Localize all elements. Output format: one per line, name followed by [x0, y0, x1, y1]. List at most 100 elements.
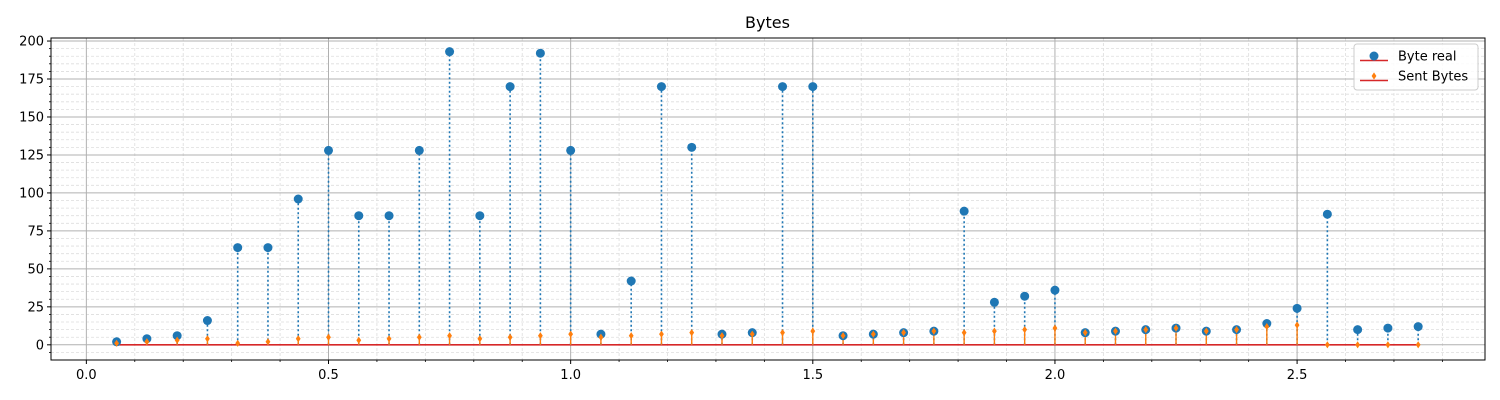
sent-bytes-point	[568, 330, 574, 338]
stems-layer	[115, 51, 1419, 345]
byte-real-point	[475, 211, 485, 221]
sent-bytes-point	[235, 339, 241, 347]
byte-real-point	[414, 145, 424, 155]
sent-bytes-point	[144, 338, 150, 346]
legend: Byte real Sent Bytes	[1353, 43, 1479, 91]
sent-bytes-point	[1355, 341, 1361, 349]
byte-real-point	[263, 243, 273, 253]
sent-bytes-point	[689, 329, 695, 337]
sent-bytes-point	[507, 333, 513, 341]
byte-real-point	[566, 145, 576, 155]
byte-real-point	[172, 331, 182, 341]
sent-bytes-point	[386, 335, 392, 343]
byte-real-point	[1353, 325, 1363, 335]
sent-bytes-point	[719, 332, 725, 340]
byte-real-point	[202, 316, 212, 326]
plot-frame	[50, 37, 1486, 361]
sent-bytes-point	[265, 338, 271, 346]
byte-real-point	[445, 47, 455, 57]
sent-bytes-point	[749, 330, 755, 338]
minor-grid	[51, 38, 1485, 360]
byte-real-point	[505, 82, 515, 92]
byte-real-point	[233, 243, 243, 253]
sent-bytes-point	[901, 329, 907, 337]
y-tick-label: 50	[27, 262, 44, 277]
y-tick-label: 150	[19, 110, 44, 125]
markers-layer	[112, 47, 1423, 349]
sent-bytes-point	[810, 327, 816, 335]
sent-bytes-point	[1173, 324, 1179, 332]
byte-real-point	[1020, 291, 1030, 301]
sent-bytes-point	[1264, 322, 1270, 331]
byte-real-point	[1413, 322, 1423, 332]
sent-bytes-point	[840, 332, 846, 340]
y-tick-label: 0	[36, 338, 44, 353]
legend-label-byte-real: Byte real	[1398, 50, 1456, 65]
byte-real-point	[959, 206, 969, 216]
byte-real-point	[1322, 209, 1332, 219]
legend-box	[1353, 43, 1479, 91]
byte-real-point	[354, 211, 364, 221]
sent-bytes-point	[174, 336, 180, 344]
byte-real-point	[656, 82, 666, 92]
y-tick-label: 75	[27, 224, 44, 239]
byte-real-point	[324, 145, 334, 155]
y-tick-label: 25	[27, 300, 44, 315]
byte-real-point	[808, 82, 818, 92]
sent-bytes-point	[1203, 327, 1209, 335]
x-tick-label: 2.0	[1045, 368, 1066, 383]
y-tick-label: 200	[19, 35, 44, 50]
byte-real-point	[626, 276, 636, 286]
y-tick-label: 100	[19, 186, 44, 201]
byte-real-point	[1292, 303, 1302, 313]
sent-bytes-point	[356, 336, 362, 344]
chart-title: Bytes	[745, 13, 790, 32]
sent-bytes-point	[447, 332, 452, 340]
sent-bytes-point	[1113, 327, 1118, 335]
sent-bytes-point	[1385, 341, 1391, 349]
byte-real-point	[1050, 285, 1060, 295]
x-tick-label: 1.5	[802, 368, 823, 383]
sent-bytes-point	[931, 327, 937, 335]
sent-bytes-point	[1294, 321, 1300, 329]
sent-bytes-point	[1082, 329, 1088, 337]
sent-bytes-point	[537, 332, 543, 340]
byte-real-point	[384, 211, 394, 221]
sent-bytes-point	[326, 333, 331, 341]
sent-bytes-point	[870, 330, 876, 338]
sent-bytes-point	[1022, 326, 1028, 334]
byte-real-point	[293, 194, 303, 204]
y-tick-label: 175	[19, 73, 44, 88]
byte-real-point	[535, 48, 545, 58]
legend-label-sent-bytes: Sent Bytes	[1398, 70, 1468, 85]
sent-bytes-point	[205, 335, 210, 343]
sent-bytes-point	[416, 333, 422, 341]
sent-bytes-point	[628, 332, 634, 340]
sent-bytes-point	[1143, 326, 1149, 334]
sent-bytes-point	[477, 335, 483, 343]
x-tick-label: 1.0	[560, 368, 581, 383]
sent-bytes-point	[295, 335, 301, 343]
y-tick-label: 125	[19, 148, 44, 163]
sent-bytes-point	[961, 329, 967, 337]
legend-marker-sent-bytes	[1371, 72, 1377, 80]
byte-real-point	[778, 82, 788, 92]
sent-bytes-point	[992, 327, 997, 335]
x-tick-label: 0.5	[318, 368, 339, 383]
sent-bytes-point	[598, 333, 604, 341]
legend-marker-byte-real	[1369, 51, 1379, 61]
byte-real-point	[1383, 323, 1393, 333]
sent-bytes-point	[1052, 324, 1058, 332]
byte-real-point	[989, 297, 999, 307]
byte-real-point	[687, 142, 697, 152]
x-tick-label: 0.0	[76, 368, 97, 383]
sent-bytes-point	[1415, 341, 1421, 349]
sent-bytes-point	[659, 330, 664, 338]
x-axis: 0.0 0.5 1.0 1.5 2.0 2.5	[76, 360, 1443, 383]
sent-bytes-point	[1234, 326, 1239, 334]
sent-bytes-point	[114, 339, 120, 347]
y-axis: 0 25 50 75 100 125 150 175 200	[19, 35, 51, 353]
sent-bytes-point	[780, 329, 785, 337]
